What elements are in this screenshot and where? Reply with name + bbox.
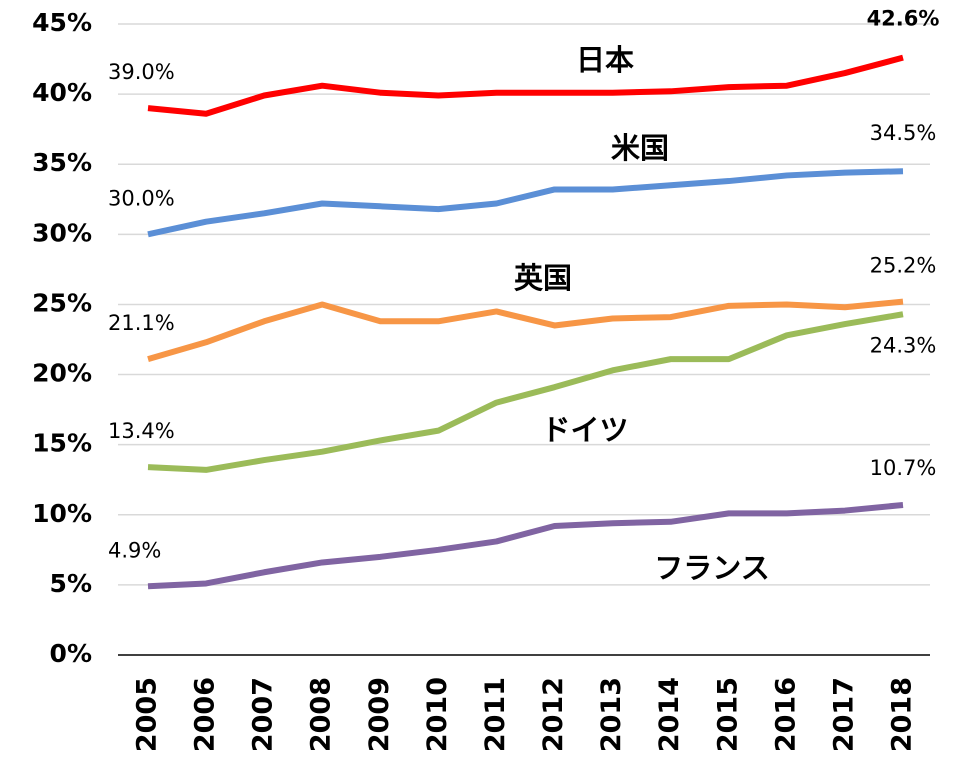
data-label: 4.9% — [108, 538, 161, 562]
x-tick-label: 2013 — [596, 677, 627, 752]
y-tick-label: 0% — [50, 639, 92, 668]
y-tick-label: 10% — [32, 499, 92, 528]
x-tick-label: 2018 — [887, 677, 918, 752]
series-name: フランス — [654, 551, 769, 585]
series-line — [147, 54, 904, 117]
data-label: 39.0% — [108, 60, 175, 84]
data-label: 21.1% — [108, 311, 175, 335]
x-tick-label: 2006 — [190, 677, 221, 752]
y-tick-label: 15% — [32, 429, 92, 458]
y-tick-label: 45% — [32, 8, 92, 37]
series-line — [147, 298, 904, 363]
data-label: 42.6% — [867, 7, 940, 31]
y-tick-label: 25% — [32, 288, 92, 317]
x-tick-label: 2016 — [770, 677, 801, 752]
y-tick-label: 30% — [32, 218, 92, 247]
x-tick-label: 2011 — [480, 677, 511, 752]
x-tick-label: 2014 — [654, 677, 685, 752]
data-label: 25.2% — [870, 254, 937, 278]
x-tick-label: 2005 — [132, 677, 163, 752]
y-tick-label: 20% — [32, 359, 92, 388]
x-tick-label: 2017 — [828, 677, 859, 752]
x-tick-label: 2015 — [712, 677, 743, 752]
data-label: 34.5% — [870, 121, 937, 145]
data-label: 24.3% — [870, 333, 937, 357]
series-name: 米国 — [611, 131, 669, 165]
series-line — [147, 501, 904, 590]
x-tick-label: 2008 — [306, 677, 337, 752]
data-label: 13.4% — [108, 419, 175, 443]
x-tick-label: 2010 — [422, 677, 453, 752]
data-label: 10.7% — [870, 456, 937, 480]
series-name: 日本 — [576, 43, 634, 77]
series-line — [147, 168, 904, 238]
series-name: ドイツ — [541, 413, 628, 447]
y-tick-label: 35% — [32, 148, 92, 177]
x-tick-label: 2009 — [364, 677, 395, 752]
series-line — [147, 311, 904, 473]
x-tick-label: 2012 — [538, 677, 569, 752]
series-name: 英国 — [514, 261, 572, 295]
x-tick-label: 2007 — [248, 677, 279, 752]
data-label: 30.0% — [108, 186, 175, 210]
y-tick-label: 5% — [50, 569, 92, 598]
y-tick-label: 40% — [32, 78, 92, 107]
